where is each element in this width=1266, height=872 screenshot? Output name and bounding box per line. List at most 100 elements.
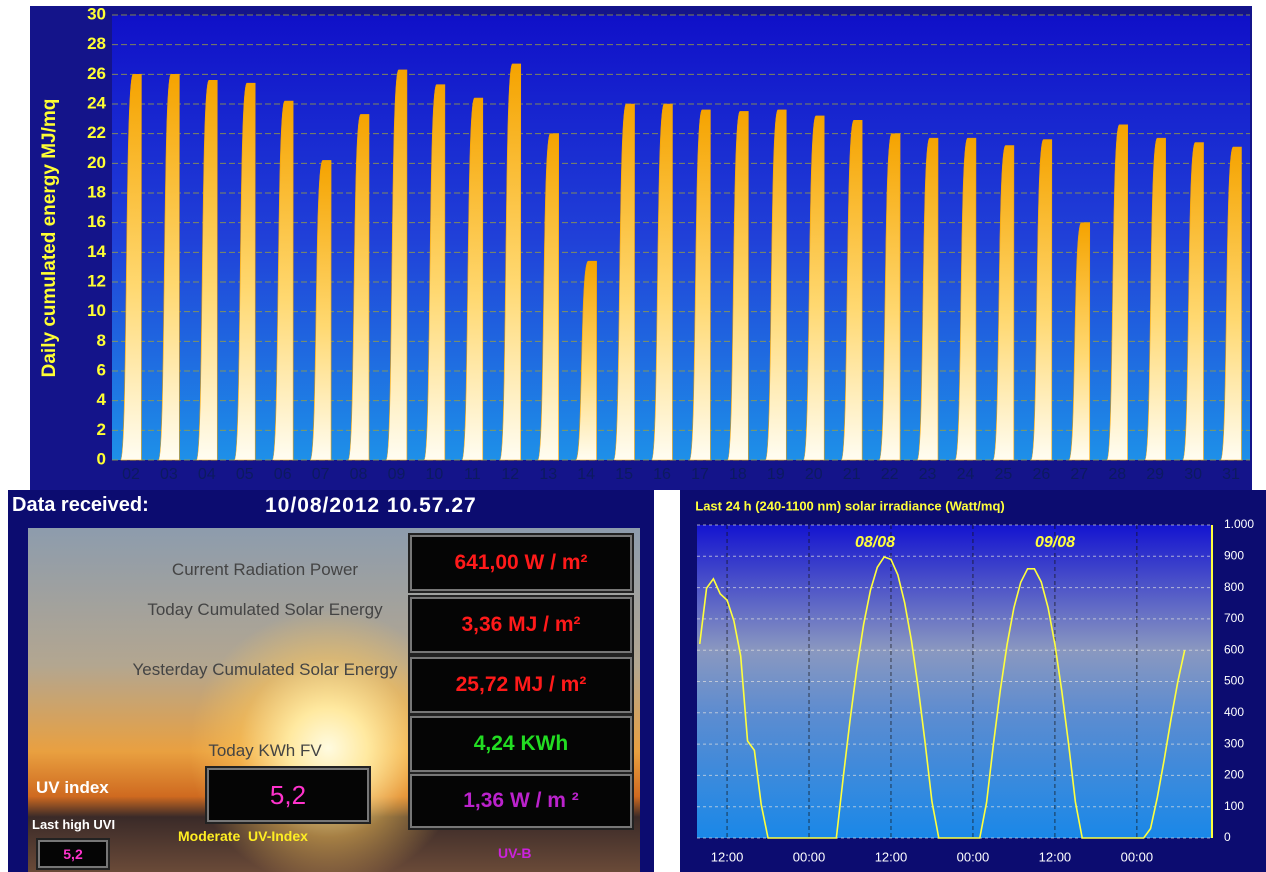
- y-tick-label: 800: [1224, 580, 1244, 594]
- x-tick-label: 06: [274, 466, 292, 483]
- x-tick-label: 18: [729, 466, 747, 483]
- x-tick-label: 25: [995, 466, 1013, 483]
- bar: [803, 115, 825, 461]
- bar: [499, 63, 522, 461]
- line-title: Last 24 h (240-1100 nm) solar irradiance…: [695, 498, 1004, 513]
- x-tick-label: 00:00: [793, 849, 826, 864]
- x-tick-label: 12: [501, 466, 519, 483]
- uv-label: UV index: [36, 778, 109, 797]
- last-high-label: Last high UVI: [32, 817, 116, 832]
- bar: [461, 97, 484, 461]
- y-tick-label: 30: [87, 4, 106, 23]
- y-tick-label: 300: [1224, 736, 1244, 750]
- y-tick-label: 10: [87, 301, 106, 320]
- reading-label: Today KWh FV: [208, 741, 322, 760]
- bar: [765, 109, 787, 461]
- x-tick-label: 28: [1108, 466, 1126, 483]
- bar: [575, 260, 597, 461]
- y-tick-label: 900: [1224, 548, 1244, 562]
- x-tick-label: 22: [881, 466, 899, 483]
- x-tick-label: 13: [539, 466, 557, 483]
- y-tick-label: 26: [87, 64, 106, 83]
- y-tick-label: 700: [1224, 611, 1244, 625]
- y-tick-label: 8: [97, 331, 106, 350]
- x-tick-label: 09: [388, 466, 406, 483]
- status-label: Data received:: [12, 494, 149, 516]
- y-tick-label: 14: [87, 242, 106, 261]
- reading-label: Current Radiation Power: [171, 560, 359, 579]
- reading-value: 4,24 KWh: [410, 716, 632, 772]
- x-tick-label: 12:00: [875, 849, 908, 864]
- x-tick-label: 02: [122, 466, 140, 483]
- bar: [1068, 222, 1091, 461]
- bar: [537, 133, 559, 461]
- bar: [651, 103, 673, 461]
- x-tick-label: 00:00: [1121, 849, 1154, 864]
- plot-area: [112, 15, 1250, 460]
- x-tick-label: 12:00: [711, 849, 744, 864]
- bar: [234, 82, 256, 461]
- bar: [1030, 139, 1053, 461]
- x-tick-label: 10: [426, 466, 444, 483]
- bar: [120, 74, 142, 461]
- y-tick-label: 24: [87, 93, 106, 112]
- x-tick-label: 03: [160, 466, 178, 483]
- x-tick-label: 14: [577, 466, 595, 483]
- x-tick-label: 00:00: [957, 849, 990, 864]
- y-tick-label: 100: [1224, 799, 1244, 813]
- bar: [1182, 142, 1204, 461]
- x-tick-label: 05: [236, 466, 254, 483]
- irradiance-line: [698, 555, 1186, 839]
- x-tick-label: 23: [919, 466, 937, 483]
- plot-area: [697, 525, 1212, 838]
- bar: [1144, 137, 1166, 461]
- x-tick-label: 30: [1184, 466, 1202, 483]
- bar: [878, 133, 901, 461]
- x-tick-label: 04: [198, 466, 216, 483]
- reading-value: 641,00 W / m²: [410, 535, 632, 591]
- x-tick-label: 24: [957, 466, 975, 483]
- reading-value: 25,72 MJ / m²: [410, 657, 632, 713]
- bar: [727, 111, 749, 461]
- y-tick-label: 0: [1224, 830, 1231, 844]
- bar: [840, 120, 863, 461]
- annotation: 09/08: [1035, 534, 1075, 551]
- y-tick-label: 500: [1224, 674, 1244, 688]
- y-tick-label: 12: [87, 271, 106, 290]
- x-tick-label: 20: [805, 466, 823, 483]
- x-tick-label: 15: [615, 466, 633, 483]
- annotation: 08/08: [855, 534, 895, 551]
- x-tick-label: 08: [350, 466, 368, 483]
- y-tick-label: 400: [1224, 705, 1244, 719]
- x-tick-label: 26: [1032, 466, 1050, 483]
- x-tick-label: 07: [312, 466, 330, 483]
- y-tick-label: 2: [97, 420, 106, 439]
- reading-label: Yesterday Cumulated Solar Energy: [132, 660, 398, 679]
- bar: [347, 114, 370, 461]
- reading-label: Today Cumulated Solar Energy: [147, 600, 383, 619]
- last-high-value: 5,2: [38, 840, 108, 868]
- y-tick-label: 200: [1224, 768, 1244, 782]
- x-tick-label: 17: [691, 466, 709, 483]
- y-tick-label: 0: [97, 449, 106, 468]
- y-tick-label: 18: [87, 182, 106, 201]
- y-tick-label: 4: [97, 390, 107, 409]
- bar: [613, 103, 635, 461]
- bar: [1220, 146, 1242, 461]
- bar: [1106, 124, 1128, 461]
- x-tick-label: 16: [653, 466, 671, 483]
- bar: [992, 145, 1015, 461]
- y-tick-label: 16: [87, 212, 106, 231]
- x-tick-label: 27: [1070, 466, 1088, 483]
- uv-value: 5,2: [207, 768, 369, 822]
- bar: [271, 100, 294, 461]
- y-tick-label: 28: [87, 34, 106, 53]
- bar: [309, 160, 332, 461]
- y-tick-label: 1.000: [1224, 517, 1254, 531]
- y-tick-label: 600: [1224, 642, 1244, 656]
- bar: [158, 74, 180, 461]
- uvb-label: UV-B: [498, 845, 532, 861]
- x-tick-label: 11: [464, 466, 481, 483]
- reading-value: 3,36 MJ / m²: [410, 597, 632, 653]
